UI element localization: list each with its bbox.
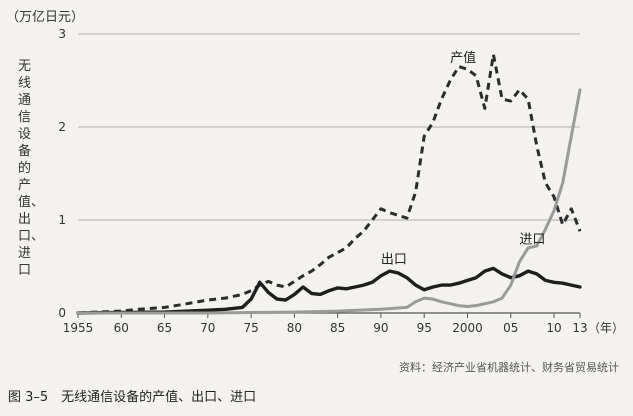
- grid-layer: [78, 33, 580, 314]
- x-axis-unit-label: （年）: [588, 321, 624, 335]
- series-label-2: 出口: [381, 253, 407, 268]
- x-tick-label: 75: [243, 321, 258, 335]
- x-tick-label: 2000: [452, 321, 483, 335]
- figure-caption: 图 3–5 无线通信设备的产值、出口、进口: [8, 390, 257, 405]
- x-tick-label: 65: [157, 321, 172, 335]
- y-tick-label: 1: [58, 213, 66, 227]
- series-label-3: 进口: [519, 232, 545, 247]
- x-tick-label: 60: [114, 321, 129, 335]
- x-tick-label: 1955: [63, 321, 94, 335]
- y-tick-label: 0: [58, 306, 66, 320]
- x-tick-label: 80: [287, 321, 302, 335]
- data-source-note: 资料：经济产业省机器统计、财务省贸易统计: [399, 361, 619, 374]
- series-line-2: [76, 266, 582, 315]
- x-tick-label: 05: [503, 321, 518, 335]
- x-tick-label: 90: [373, 321, 388, 335]
- x-tick-label: 10: [546, 321, 561, 335]
- axis-layer: 0 1 2 3 1955 60 65 70 75 80 85 90 95 2000 05 10 13 （年）: [58, 27, 624, 335]
- series-label-1: 产值: [450, 50, 476, 66]
- y-axis-unit-label: （万亿日元）: [6, 10, 85, 25]
- y-tick-label: 2: [58, 120, 66, 134]
- x-tick-label: 13: [572, 321, 587, 335]
- y-tick-label: 3: [58, 27, 66, 41]
- x-tick-label: 85: [330, 321, 345, 335]
- series-line-1: [77, 53, 582, 315]
- x-tick-label: 95: [417, 321, 432, 335]
- series-layer: [76, 53, 582, 315]
- series-line-3: [76, 88, 582, 315]
- x-tick-label: 70: [200, 321, 215, 335]
